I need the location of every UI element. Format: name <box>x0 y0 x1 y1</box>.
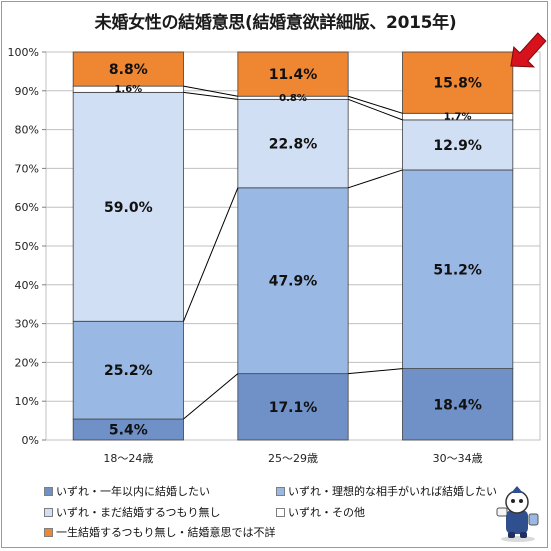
data-label: 1.6% <box>114 84 142 95</box>
bar-segment <box>237 98 349 189</box>
bar-segment <box>72 320 184 420</box>
data-label: 15.8% <box>433 76 482 92</box>
series-connector <box>348 95 403 114</box>
data-label: 8.8% <box>109 62 148 78</box>
y-tick-label: 70% <box>15 162 39 175</box>
y-tick-label: 10% <box>15 395 39 408</box>
series-connector <box>348 368 403 375</box>
data-label: 25.2% <box>104 363 153 379</box>
legend-label-5: 一生結婚するつもり無し・結婚意思では不詳 <box>56 526 276 539</box>
legend-label-4: いずれ・その他 <box>288 506 365 519</box>
bar-segment <box>402 51 514 114</box>
x-tick-label: 25～29歳 <box>268 452 318 465</box>
series-connector <box>347 98 403 121</box>
data-label: 47.9% <box>269 274 318 290</box>
legend-label-3: いずれ・まだ結婚するつもり無し <box>56 506 221 519</box>
series-connector <box>183 187 239 322</box>
series-connector <box>183 91 238 100</box>
series-connector <box>348 169 403 189</box>
y-tick-label: 20% <box>15 356 39 369</box>
x-tick-label: 18～24歳 <box>103 452 153 465</box>
legend-swatch-4 <box>276 507 285 517</box>
bar-segment <box>402 368 514 441</box>
bar-segment <box>237 187 349 375</box>
data-label: 5.4% <box>109 423 148 439</box>
x-tick-label: 30～34歳 <box>433 452 483 465</box>
y-tick-label: 0% <box>22 434 39 447</box>
legend-swatch-5 <box>44 527 53 537</box>
y-tick-label: 50% <box>15 240 39 253</box>
bar-segment <box>237 373 349 441</box>
legend-swatch-2 <box>276 486 285 496</box>
highlight-arrow-icon <box>510 32 547 68</box>
series-connector <box>183 85 238 97</box>
y-tick-label: 100% <box>8 46 39 59</box>
y-tick-label: 80% <box>15 124 39 137</box>
data-label: 11.4% <box>269 67 318 83</box>
bar-segment <box>402 169 514 370</box>
data-label: 17.1% <box>269 400 318 416</box>
bar-segment <box>402 119 514 171</box>
data-label: 18.4% <box>433 397 482 413</box>
legend-item-5: 一生結婚するつもり無し・結婚意思では不詳 <box>44 524 276 540</box>
data-label: 0.8% <box>279 93 307 104</box>
bar-segment <box>72 51 184 87</box>
data-label: 59.0% <box>104 200 153 216</box>
data-label: 51.2% <box>433 262 482 278</box>
series-connector <box>183 373 239 420</box>
legend-item-3: いずれ・まだ結婚するつもり無し <box>44 504 221 520</box>
y-tick-label: 60% <box>15 201 39 214</box>
y-tick-label: 90% <box>15 85 39 98</box>
legend-label-1: いずれ・一年以内に結婚したい <box>56 485 210 498</box>
chart-title: 未婚女性の結婚意思(結婚意欲詳細版、2015年) <box>94 13 457 33</box>
legend-swatch-3 <box>44 507 53 517</box>
y-tick-label: 30% <box>15 318 39 331</box>
legend-item-1: いずれ・一年以内に結婚したい <box>44 483 210 499</box>
legend-item-4: いずれ・その他 <box>276 504 365 520</box>
data-label: 1.7% <box>444 112 472 123</box>
y-tick-label: 40% <box>15 279 39 292</box>
mascot-icon <box>496 486 539 542</box>
legend-item-2: いずれ・理想的な相手がいれば結婚したい <box>276 483 497 499</box>
data-label: 12.9% <box>433 138 482 154</box>
bar-segment <box>72 91 184 322</box>
data-label: 22.8% <box>269 137 318 153</box>
bar-segment <box>237 51 349 97</box>
legend-label-2: いずれ・理想的な相手がいれば結婚したい <box>288 485 497 498</box>
legend-swatch-1 <box>44 486 53 496</box>
